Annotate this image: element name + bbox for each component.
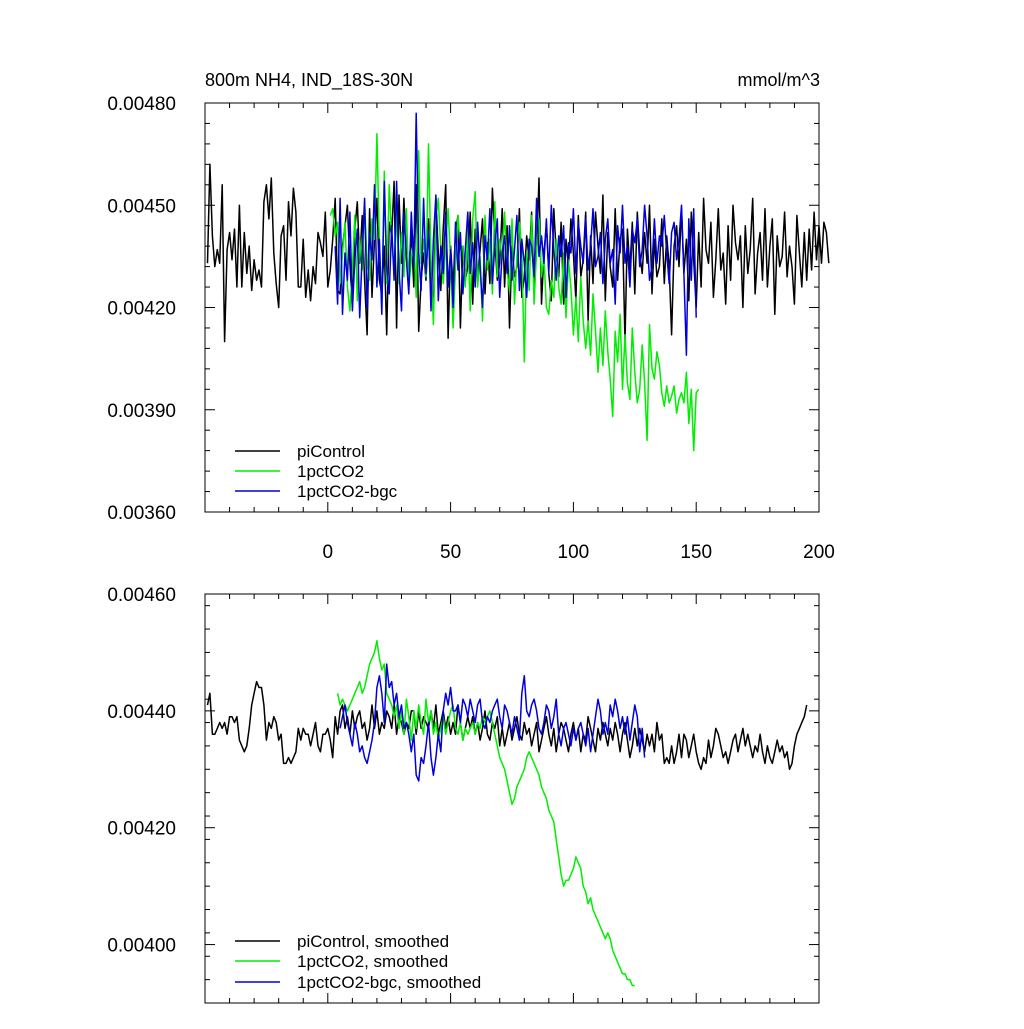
- y-tick-label: 0.00460: [107, 585, 176, 606]
- bottom-panel: 0.00400 0.00420 0.00440 0.00460 piControl, …: [107, 585, 820, 1004]
- x-tick-label: 50: [440, 542, 461, 563]
- x-tick-label: 100: [558, 542, 590, 563]
- top-panel: 800m NH4, IND_18S-30N mmol/m^3 0.003600.…: [107, 70, 835, 563]
- y-tick-label: 0.00420: [107, 819, 176, 840]
- y-tick-label: 0.00480: [107, 94, 176, 115]
- y-tick-label: 0.00420: [107, 299, 176, 320]
- legend-label-1pctco2-bgc-smoothed: 1pctCO2-bgc, smoothed: [297, 973, 481, 992]
- top-panel-tick-labels: 0.00360 0.00390 0.00420 0.00450 0.00480 0 50 10…: [107, 94, 835, 563]
- y-tick-label: 0.00360: [107, 503, 176, 524]
- bottom-panel-tick-labels: 0.00400 0.00420 0.00440 0.00460: [107, 585, 176, 957]
- legend-label-1pctco2-bgc: 1pctCO2-bgc: [297, 482, 398, 501]
- top-panel-units: mmol/m^3: [738, 70, 820, 90]
- bottom-panel-series: [206, 639, 808, 987]
- top-panel-frame: [204, 102, 820, 513]
- y-tick-label: 0.00400: [107, 936, 176, 957]
- y-tick-label: 0.00450: [107, 196, 176, 217]
- series-line-1pctco2-bgc: [334, 112, 697, 356]
- x-tick-label: 200: [803, 542, 835, 563]
- legend-label-1pctco2: 1pctCO2: [297, 462, 364, 481]
- x-tick-label: 0: [323, 542, 334, 563]
- legend-label-1pctco2-smoothed: 1pctCO2, smoothed: [297, 952, 448, 971]
- series-line-1pctco2-bgc-smoothed: [339, 663, 646, 782]
- y-tick-label: 0.00390: [107, 401, 176, 422]
- top-panel-series: [206, 112, 830, 452]
- bottom-panel-legend: piControl, smoothed 1pctCO2, smoothed 1p…: [235, 932, 481, 992]
- x-tick-label: 150: [680, 542, 712, 563]
- legend-label-picontrol-smoothed: piControl, smoothed: [297, 932, 449, 951]
- bottom-panel-ticks: [205, 593, 820, 1004]
- top-panel-title: 800m NH4, IND_18S-30N: [205, 70, 413, 91]
- top-panel-legend: piControl 1pctCO2 1pctCO2-bgc: [235, 442, 398, 501]
- y-tick-label: 0.00440: [107, 702, 176, 723]
- legend-label-picontrol: piControl: [297, 442, 365, 461]
- bottom-panel-frame: [204, 593, 820, 1004]
- top-panel-ticks: [205, 102, 820, 513]
- series-line-picontrol-smoothed: [206, 680, 808, 771]
